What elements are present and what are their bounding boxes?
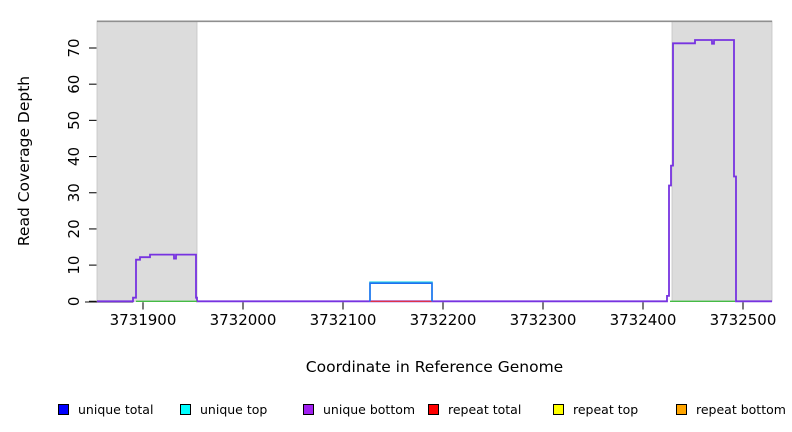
y-tick-label: 40 — [65, 147, 83, 166]
y-tick-label: 60 — [65, 75, 83, 94]
x-tick-label: 3731900 — [110, 311, 177, 329]
legend-item-unique-top: unique top — [180, 398, 267, 420]
legend-item-repeat-total: repeat total — [428, 398, 521, 420]
series-unique-total — [369, 282, 433, 302]
legend-swatch-repeat-total — [428, 403, 439, 415]
series-unique-top — [369, 281, 433, 302]
y-tick-label: 20 — [65, 219, 83, 238]
right-gray-region — [671, 20, 773, 302]
legend-swatch-repeat-bottom — [676, 403, 687, 415]
x-tick-label: 3732100 — [310, 311, 377, 329]
legend-item-repeat-bottom: repeat bottom — [676, 398, 786, 420]
legend-swatch-unique-total — [58, 403, 69, 415]
legend-label: repeat bottom — [696, 401, 786, 417]
legend-swatch-repeat-top — [553, 403, 564, 415]
x-axis-title: Coordinate in Reference Genome — [305, 358, 564, 376]
legend-label: repeat total — [448, 401, 522, 417]
y-tick-label: 10 — [65, 256, 83, 275]
x-tick-label: 3732300 — [510, 311, 577, 329]
legend-item-unique-total: unique total — [58, 398, 153, 420]
y-axis-title: Read Coverage Depth — [15, 75, 33, 247]
x-tick-label: 3732400 — [610, 311, 677, 329]
legend-label: unique total — [78, 401, 154, 417]
series-unique-bottom — [97, 39, 772, 303]
legend-item-repeat-top: repeat top — [553, 398, 638, 420]
legend-swatch-unique-bottom — [303, 403, 314, 415]
y-tick-label: 50 — [65, 111, 83, 130]
legend-label: unique top — [200, 401, 268, 417]
x-tick-label: 3732200 — [410, 311, 477, 329]
y-tick-label: 0 — [65, 297, 83, 307]
x-tick-label: 3732000 — [210, 311, 277, 329]
legend-item-unique-bottom: unique bottom — [303, 398, 415, 420]
legend-label: unique bottom — [323, 401, 416, 417]
legend-label: repeat top — [573, 401, 639, 417]
legend: unique total unique top unique bottom repea… — [0, 398, 792, 422]
x-tick-label: 3732500 — [710, 311, 777, 329]
left-gray-region — [96, 20, 198, 302]
y-tick-label: 30 — [65, 183, 83, 202]
legend-swatch-unique-top — [180, 403, 191, 415]
y-tick-label: 70 — [65, 38, 83, 57]
